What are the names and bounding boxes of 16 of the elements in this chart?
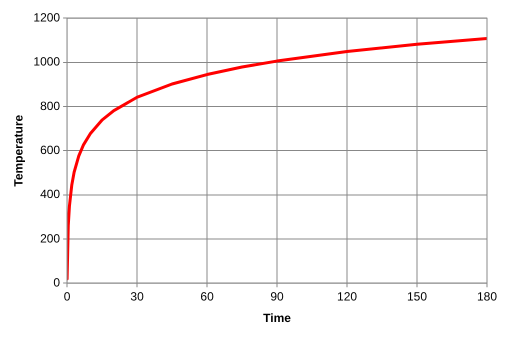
x-tick-label: 120: [337, 290, 358, 304]
y-tick-label: 1000: [33, 54, 60, 69]
y-tick-label: 400: [40, 187, 60, 202]
y-tick-label: 800: [40, 98, 60, 113]
x-tick-label: 60: [200, 290, 214, 304]
y-tick-label: 600: [40, 143, 60, 158]
x-tick-label: 150: [407, 290, 428, 304]
x-axis-title: Time: [263, 311, 292, 326]
y-axis-title: Temperature: [12, 114, 26, 187]
y-tick-label: 200: [40, 231, 60, 246]
y-tick-label: 1200: [33, 10, 60, 25]
x-tick-label: 180: [476, 290, 498, 304]
x-tick-label: 90: [270, 290, 284, 304]
x-tick-label: 30: [130, 290, 144, 304]
y-tick-label: 0: [53, 276, 60, 290]
x-tick-label: 0: [64, 290, 71, 304]
